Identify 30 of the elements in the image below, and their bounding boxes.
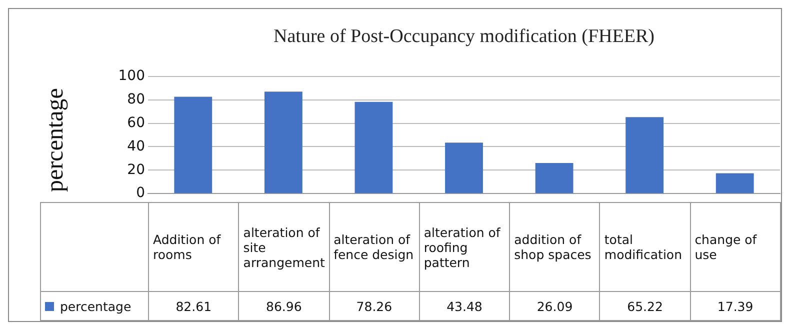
y-tick-label: 100: [118, 68, 145, 84]
x-tick-label: change of use: [690, 202, 780, 292]
x-tick-label: alteration of site arrangement: [238, 202, 330, 292]
bar: [716, 173, 754, 194]
x-tick-label: total modification: [600, 202, 690, 292]
data-label: 17.39: [690, 292, 780, 320]
data-label: 65.22: [600, 292, 690, 320]
y-axis-title: percentage: [42, 88, 70, 192]
x-tick-label: alteration of fence design: [329, 202, 420, 292]
y-tick-label: 20: [127, 162, 145, 178]
bar: [626, 117, 664, 194]
bar: [445, 142, 483, 194]
x-tick-label: Addition of rooms: [148, 202, 239, 292]
y-tick-label: 80: [127, 91, 145, 108]
y-tick-label: 60: [127, 114, 145, 131]
data-label: 43.48: [419, 292, 510, 320]
legend-label: percentage: [40, 292, 148, 320]
bar: [174, 96, 212, 194]
data-label: 86.96: [238, 292, 330, 320]
data-label: 82.61: [148, 292, 239, 320]
chart-title: Nature of Post-Occupancy modification (FHEER): [272, 26, 656, 48]
data-label: 78.26: [329, 292, 420, 320]
bar: [264, 92, 302, 194]
x-tick-label: addition of shop spaces: [510, 202, 600, 292]
bar: [535, 163, 574, 194]
bar: [354, 102, 393, 194]
x-tick-label: alteration of roofing pattern: [419, 202, 510, 292]
y-tick-label: 40: [127, 138, 145, 154]
y-tick-label: 0: [136, 185, 145, 202]
data-label: 26.09: [510, 292, 600, 320]
